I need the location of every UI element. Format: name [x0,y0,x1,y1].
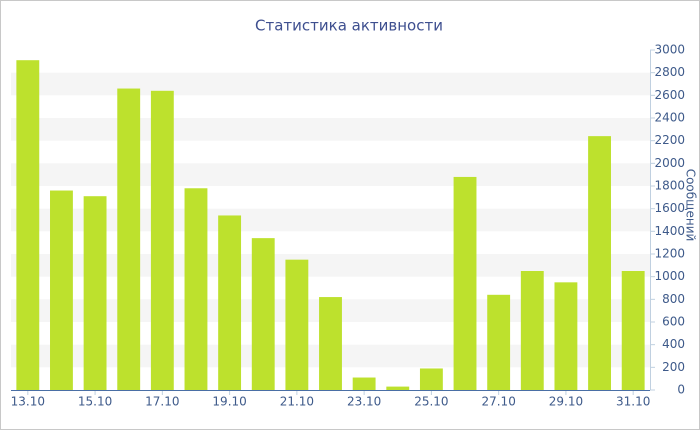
y-tick-label: 1600 [654,201,685,215]
bar [16,60,40,390]
bar [50,190,73,390]
y-tick-label: 800 [662,292,685,306]
bar [487,294,511,390]
bar [150,90,174,391]
chart-title: Статистика активности [255,17,443,35]
bar [621,271,645,390]
y-tick-label: 2200 [654,133,685,147]
y-tick-label: 2600 [654,88,685,102]
y-tick-label: 1800 [654,179,685,193]
bar [117,88,141,391]
y-tick-label: 3000 [654,43,685,57]
bar [218,215,242,390]
bar [588,136,611,390]
y-tick-label: 2800 [654,65,685,79]
x-tick-label: 17.10 [145,395,179,409]
y-tick-label: 600 [662,315,685,329]
y-tick-label: 1000 [654,269,685,283]
bar [83,196,107,390]
x-tick-label: 13.10 [11,395,45,409]
x-tick-label: 31.10 [616,395,650,409]
bar [386,386,410,390]
y-tick-label: 2000 [654,156,685,170]
x-tick-label: 29.10 [549,395,583,409]
y-tick-label: 2400 [654,111,685,125]
bar [285,259,309,390]
bar [352,377,376,390]
y-tick-label: 0 [677,383,685,397]
y-tick-label: 1400 [654,224,685,238]
y-axis-title: Сообщений [684,169,698,242]
grid-band [11,208,650,232]
grid-band [11,163,650,186]
y-tick-label: 1200 [654,247,685,261]
bar [251,238,275,390]
x-tick-label: 27.10 [481,395,515,409]
x-tick-label: 23.10 [347,395,381,409]
bar [554,282,578,390]
bar [419,368,443,390]
y-tick-label: 400 [662,337,685,351]
grid-band [11,72,650,96]
grid-band [11,254,650,277]
bar [453,176,477,390]
x-tick-label: 15.10 [78,395,112,409]
y-tick-label: 200 [662,360,685,374]
x-tick-label: 21.10 [280,395,314,409]
x-tick-label: 19.10 [212,395,246,409]
grid-band [11,118,650,141]
x-tick-label: 25.10 [414,395,448,409]
bar [184,188,208,390]
bar [520,271,544,390]
bar [319,297,342,390]
